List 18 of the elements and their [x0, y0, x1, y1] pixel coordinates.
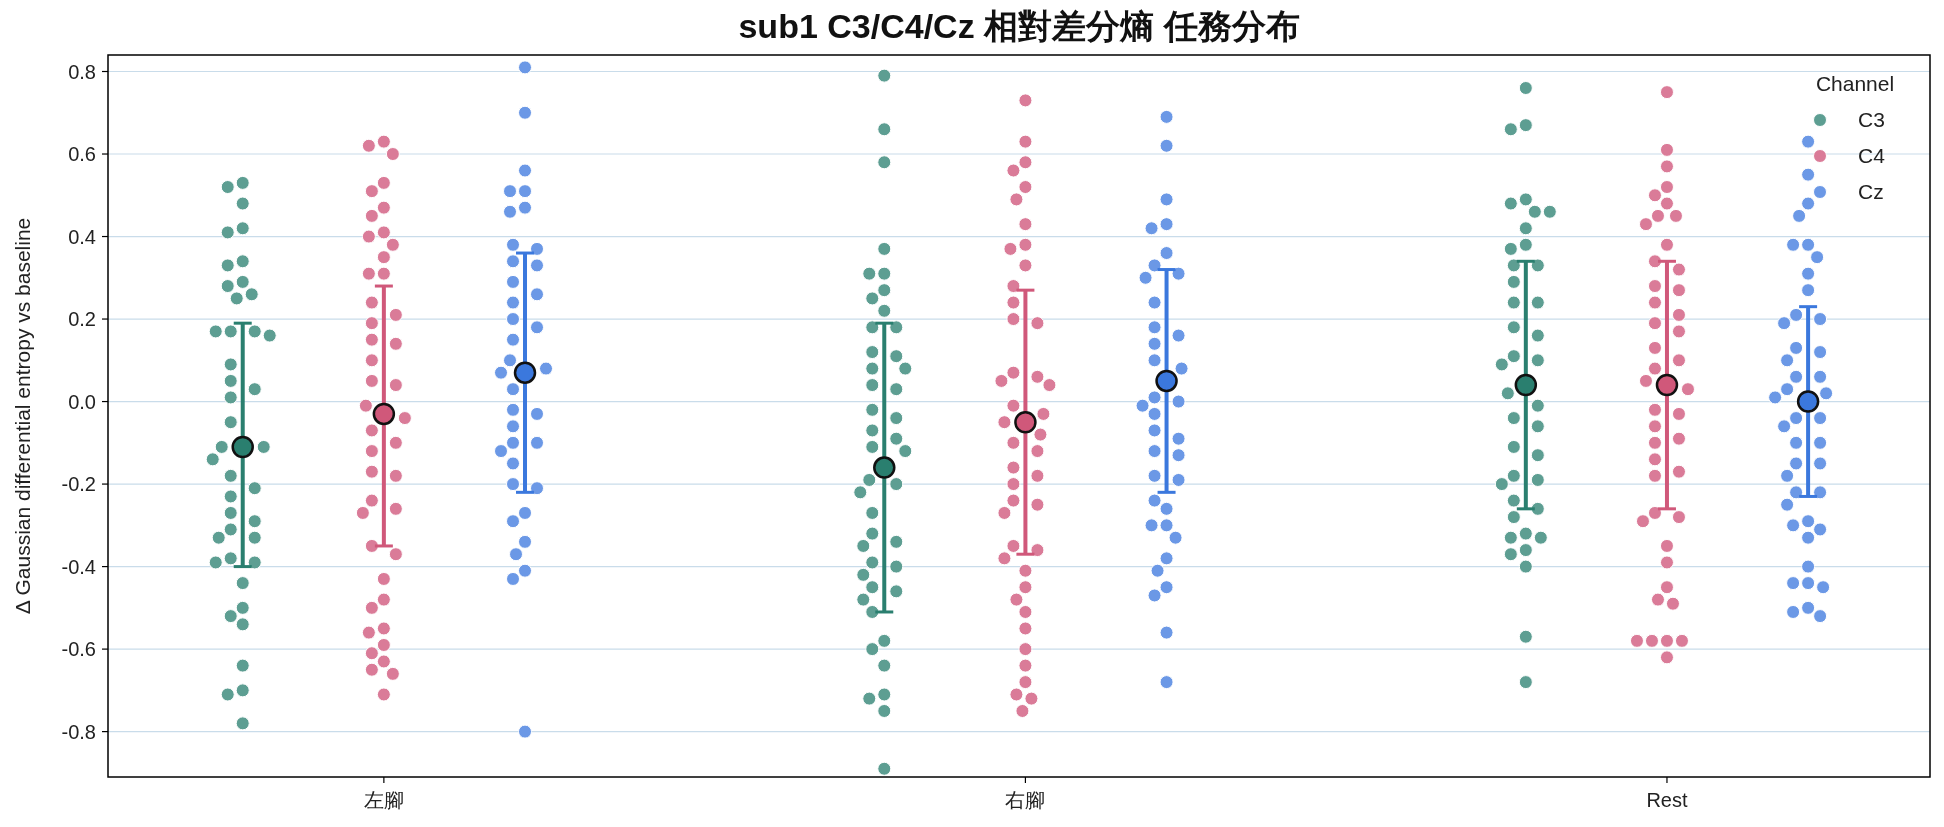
- y-axis-title: Δ Gaussian differential entropy vs baseline: [11, 217, 34, 615]
- y-tick-label: 0.4: [68, 225, 96, 248]
- y-tick-label: -0.4: [61, 555, 96, 578]
- legend-label: Cz: [1858, 180, 1884, 203]
- legend-title: Channel: [1815, 72, 1895, 95]
- y-tick-label: -0.6: [61, 638, 96, 661]
- x-tick-label: 右腳: [1005, 789, 1046, 811]
- y-tick-label: 0.0: [68, 390, 96, 413]
- y-tick-label: 0.2: [68, 308, 96, 331]
- y-tick-label: 0.6: [68, 143, 96, 166]
- chart-title: sub1 C3/C4/Cz 相對差分熵 任務分布: [738, 7, 1300, 45]
- y-tick-label: 0.8: [68, 60, 96, 83]
- y-tick-label: -0.8: [61, 720, 96, 743]
- x-tick-label: 左腳: [363, 789, 404, 811]
- legend-label: C4: [1858, 144, 1886, 167]
- x-tick-label: Rest: [1646, 789, 1688, 811]
- legend-label: C3: [1858, 108, 1885, 131]
- y-tick-label: -0.2: [61, 473, 96, 496]
